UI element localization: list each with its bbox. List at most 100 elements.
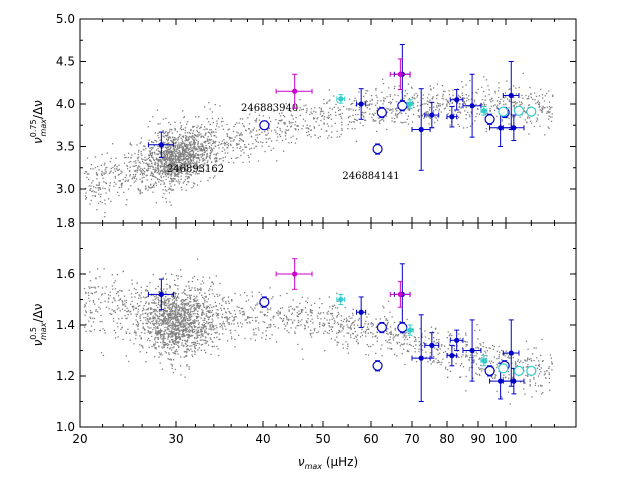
field-star-point bbox=[172, 294, 174, 296]
field-star-point bbox=[408, 350, 410, 353]
field-star-point bbox=[200, 156, 202, 158]
field-star-point bbox=[172, 310, 174, 312]
field-star-point bbox=[174, 162, 176, 164]
field-star-point bbox=[172, 347, 174, 349]
field-star-point bbox=[203, 154, 205, 156]
field-star-point bbox=[347, 128, 349, 130]
field-star-point bbox=[204, 342, 206, 344]
field-star-point bbox=[110, 200, 112, 202]
field-star-point bbox=[152, 116, 154, 118]
field-star-point bbox=[366, 107, 368, 109]
field-star-point bbox=[169, 330, 171, 332]
field-star-point bbox=[173, 346, 175, 348]
field-star-point bbox=[213, 313, 215, 315]
field-star-point bbox=[201, 135, 203, 137]
field-star-point bbox=[192, 157, 194, 159]
field-star-point bbox=[154, 309, 157, 311]
field-star-point bbox=[165, 278, 168, 280]
field-star-point bbox=[256, 316, 258, 318]
field-star-point bbox=[101, 153, 103, 156]
field-star-point bbox=[207, 305, 209, 308]
field-star-point bbox=[171, 367, 173, 369]
field-star-point bbox=[186, 304, 188, 306]
field-star-point bbox=[301, 109, 303, 111]
field-star-point bbox=[269, 323, 272, 325]
field-star-point bbox=[551, 369, 553, 371]
field-star-point bbox=[230, 323, 233, 325]
field-star-point bbox=[196, 127, 198, 129]
field-star-point bbox=[297, 313, 300, 315]
field-star-point bbox=[195, 134, 197, 137]
field-star-point bbox=[491, 376, 493, 378]
field-star-point bbox=[159, 166, 162, 169]
field-star-point bbox=[517, 359, 520, 361]
field-star-point bbox=[438, 339, 440, 341]
field-star-point bbox=[328, 89, 330, 91]
field-star-point bbox=[169, 123, 172, 126]
field-star-point bbox=[195, 173, 197, 175]
field-star-point bbox=[181, 320, 183, 322]
field-star-point bbox=[199, 147, 201, 150]
field-star-point bbox=[180, 318, 182, 320]
field-star-point bbox=[430, 102, 432, 104]
field-star-point bbox=[188, 316, 190, 318]
field-star-point bbox=[162, 141, 164, 143]
field-star-point bbox=[408, 98, 410, 100]
field-star-point bbox=[128, 170, 131, 172]
field-star-point bbox=[155, 157, 157, 159]
field-star-point bbox=[366, 100, 369, 103]
field-star-point bbox=[346, 320, 348, 322]
field-star-point bbox=[158, 150, 160, 152]
field-star-point bbox=[175, 316, 177, 319]
field-star-point bbox=[436, 83, 439, 85]
field-star-point bbox=[166, 310, 168, 312]
field-star-point bbox=[551, 113, 553, 115]
field-star-point bbox=[178, 147, 180, 150]
field-star-point bbox=[233, 162, 235, 164]
field-star-point bbox=[322, 322, 325, 324]
field-star-point bbox=[201, 280, 204, 282]
field-star-point bbox=[195, 299, 197, 302]
field-star-point bbox=[337, 311, 339, 314]
field-star-point bbox=[307, 127, 310, 130]
field-star-point bbox=[185, 340, 187, 342]
field-star-point bbox=[255, 145, 257, 148]
field-star-point bbox=[508, 100, 510, 103]
field-star-point bbox=[137, 166, 139, 168]
field-star-point bbox=[134, 330, 136, 332]
field-star-point bbox=[208, 316, 210, 318]
field-star-point bbox=[377, 100, 379, 102]
field-star-point bbox=[153, 344, 155, 346]
field-star-point bbox=[114, 311, 116, 314]
field-star-point bbox=[173, 160, 175, 163]
field-star-point bbox=[440, 111, 442, 113]
field-star-point bbox=[137, 322, 139, 324]
field-star-point bbox=[309, 332, 311, 335]
field-star-point bbox=[508, 357, 510, 359]
field-star-point bbox=[132, 165, 134, 167]
field-star-point bbox=[216, 327, 218, 329]
field-star-point bbox=[108, 190, 111, 192]
field-star-point bbox=[103, 172, 105, 174]
field-star-point bbox=[187, 175, 189, 178]
field-star-point bbox=[171, 305, 174, 307]
field-star-point bbox=[458, 105, 461, 107]
field-star-point bbox=[423, 113, 425, 115]
field-star-point bbox=[225, 316, 227, 319]
field-star-point bbox=[174, 318, 177, 320]
field-star-point bbox=[276, 133, 278, 135]
field-star-point bbox=[165, 299, 167, 301]
field-star-point bbox=[440, 345, 443, 347]
field-star-point bbox=[492, 344, 494, 347]
field-star-point bbox=[135, 288, 137, 291]
field-star-point bbox=[439, 103, 441, 105]
field-star-point bbox=[548, 372, 550, 374]
field-star-point bbox=[386, 107, 388, 110]
field-star-point bbox=[153, 186, 155, 188]
field-star-point bbox=[305, 300, 307, 302]
field-star-point bbox=[427, 111, 429, 113]
field-star-point bbox=[196, 327, 199, 329]
field-star-point bbox=[150, 318, 152, 320]
field-star-point bbox=[146, 158, 148, 161]
field-star-point bbox=[204, 336, 207, 338]
